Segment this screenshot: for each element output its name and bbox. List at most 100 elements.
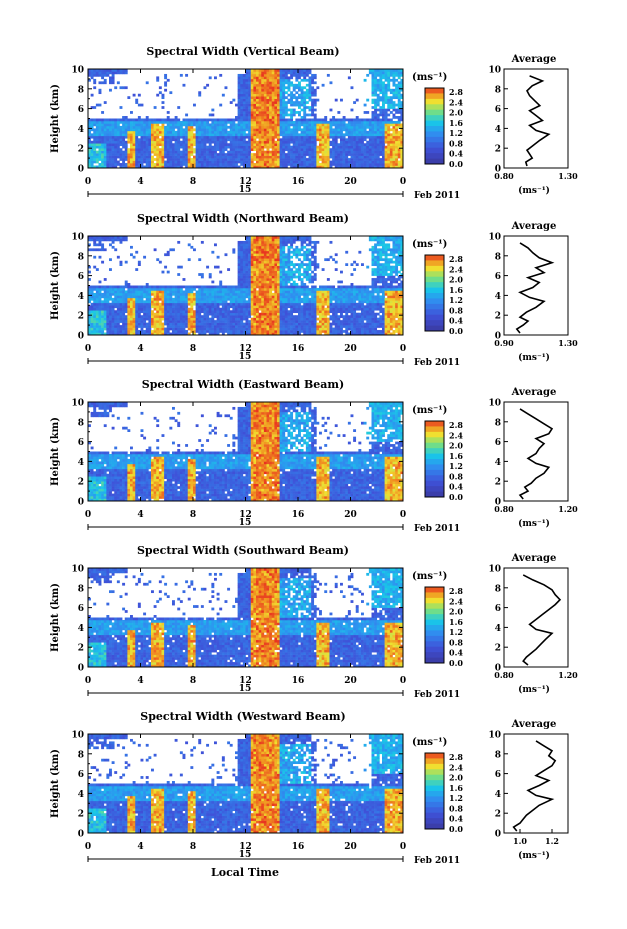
heatmap-cell <box>219 312 223 316</box>
heatmap-cell <box>119 305 123 309</box>
heatmap-cell <box>103 138 107 142</box>
heatmap-cell <box>116 327 120 331</box>
heatmap-cell <box>114 302 118 306</box>
heatmap-cell <box>203 125 207 129</box>
heatmap-cell <box>164 120 168 124</box>
heatmap-cell <box>135 307 139 311</box>
heatmap-cell <box>182 278 186 281</box>
heatmap-cell <box>156 140 160 144</box>
heatmap-cell <box>130 163 133 166</box>
heatmap-cell <box>308 163 312 166</box>
heatmap-cell <box>235 300 238 304</box>
heatmap-cell <box>156 128 160 132</box>
heatmap-cell <box>140 290 144 294</box>
heatmap-cell <box>101 130 105 134</box>
heatmap-cell <box>277 143 280 147</box>
heatmap-cell <box>387 130 391 134</box>
heatmap-cell <box>266 265 270 269</box>
heatmap-cell <box>145 305 149 309</box>
heatmap-cell <box>106 163 110 166</box>
heatmap-cell <box>242 143 246 147</box>
heatmap-cell <box>248 270 252 274</box>
heatmap-cell <box>279 81 283 85</box>
heatmap-cell <box>305 140 309 144</box>
heatmap-cell <box>313 120 317 124</box>
heatmap-cell <box>290 155 294 159</box>
heatmap-cell <box>269 322 273 326</box>
heatmap-cell <box>156 138 160 142</box>
heatmap-cell <box>292 130 296 134</box>
heatmap-cell <box>214 140 217 144</box>
heatmap-cell <box>156 290 160 294</box>
heatmap-cell <box>219 322 223 326</box>
heatmap-cell <box>282 88 286 92</box>
heatmap-cell <box>185 120 189 124</box>
heatmap-cell <box>179 305 183 309</box>
heatmap-cell <box>245 300 249 304</box>
heatmap-cell <box>114 287 118 291</box>
heatmap-cell <box>203 130 207 134</box>
heatmap-cell <box>371 123 375 127</box>
heatmap-cell <box>151 305 154 309</box>
heatmap-cell <box>256 81 259 85</box>
heatmap-cell <box>187 125 191 129</box>
heatmap-cell <box>135 153 139 156</box>
heatmap-cell <box>235 130 238 134</box>
heatmap-cell <box>122 305 126 309</box>
heatmap-cell <box>185 128 189 132</box>
heatmap-cell <box>284 128 288 132</box>
heatmap-cell <box>258 71 262 75</box>
heatmap-cell <box>395 69 399 72</box>
heatmap-cell <box>305 145 309 149</box>
heatmap-cell <box>334 120 338 124</box>
heatmap-cell <box>358 155 362 159</box>
heatmap-cell <box>151 155 154 159</box>
heatmap-cell <box>95 145 99 149</box>
heatmap-cell <box>363 138 367 142</box>
heatmap-cell <box>116 297 120 301</box>
heatmap-cell <box>187 165 191 169</box>
heatmap-cell <box>140 148 144 151</box>
heatmap-cell <box>101 153 105 156</box>
heatmap-cell <box>295 78 299 82</box>
heatmap-cell <box>237 81 241 85</box>
heatmap-cell <box>384 165 388 169</box>
heatmap-cell <box>206 305 210 309</box>
heatmap-cell <box>248 315 252 318</box>
heatmap-cell <box>266 312 270 316</box>
heatmap-cell <box>93 292 97 296</box>
heatmap-cell <box>248 113 252 117</box>
heatmap-cell <box>240 140 244 144</box>
heatmap-cell <box>269 163 273 166</box>
heatmap-cell <box>374 83 378 87</box>
heatmap-cell <box>193 155 196 159</box>
heatmap-cell <box>177 153 181 156</box>
heatmap-cell <box>224 130 228 134</box>
heatmap-cell <box>148 128 152 132</box>
heatmap-cell <box>334 145 338 149</box>
heatmap-cell <box>151 120 154 124</box>
heatmap-cell <box>232 322 236 326</box>
heatmap-cell <box>353 155 357 159</box>
heatmap-cell <box>166 78 170 82</box>
heatmap-cell <box>208 165 212 169</box>
heatmap-cell <box>182 330 186 333</box>
heatmap-cell <box>269 140 273 144</box>
heatmap-cell <box>127 130 131 134</box>
heatmap-cell <box>397 140 401 144</box>
heatmap-cell <box>190 330 194 333</box>
heatmap-cell <box>245 140 249 144</box>
heatmap-cell <box>248 255 252 259</box>
heatmap-cell <box>229 297 233 301</box>
heatmap-cell <box>195 302 199 306</box>
heatmap-cell <box>248 140 252 144</box>
heatmap-cell <box>321 138 325 142</box>
heatmap-cell <box>245 73 249 77</box>
heatmap-cell <box>106 123 110 127</box>
heatmap-cell <box>179 160 183 164</box>
heatmap-cell <box>198 285 202 289</box>
heatmap-cell <box>164 163 168 166</box>
heatmap-cell <box>145 118 149 122</box>
heatmap-cell <box>295 91 299 95</box>
heatmap-cell <box>200 325 204 328</box>
